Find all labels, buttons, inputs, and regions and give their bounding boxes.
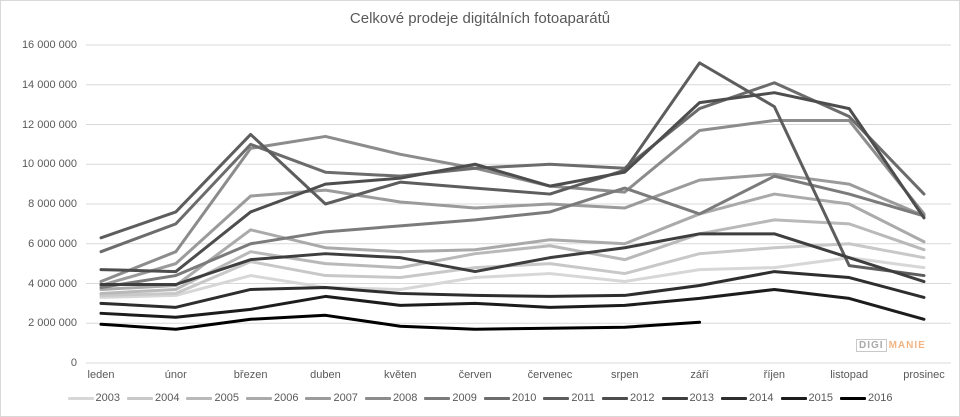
legend-marker-2004 [127,396,153,400]
legend: 2003 2004 2005 2006 2007 2008 2009 2010 2011 2012… [1,392,959,404]
legend-marker-2015 [780,396,807,400]
y-axis-label: 0 [70,357,77,369]
x-axis-label: březen [233,369,268,381]
legend-item-2010: 2010 [483,392,537,404]
series-line-2009 [99,174,926,289]
legend-label-2012: 2012 [630,392,655,404]
x-axis-label: leden [87,369,115,381]
legend-label-2007: 2007 [333,392,358,404]
legend-item-2004: 2004 [127,392,179,404]
legend-item-2013: 2013 [661,392,715,404]
legend-label-2003: 2003 [95,392,120,404]
legend-label-2010: 2010 [511,392,537,404]
x-axis-label: prosinec [903,369,945,381]
legend-marker-2009 [424,396,451,400]
watermark-logo: DIGI MANIE [856,339,926,352]
legend-item-2003: 2003 [67,392,120,404]
y-axis-label: 10 000 000 [21,158,77,171]
legend-item-2009: 2009 [424,392,477,404]
x-axis-label: červenec [527,369,573,381]
y-axis-label: 2 000 000 [28,317,77,330]
legend-item-2015: 2015 [780,392,833,404]
y-axis-label: 12 000 000 [21,118,77,131]
legend-item-2014: 2014 [721,392,774,404]
series-line-2007 [99,172,926,287]
legend-marker-2016 [839,396,866,400]
legend-marker-2008 [364,396,391,400]
x-axis-label: září [690,369,709,381]
legend-item-2016: 2016 [839,392,893,404]
series-line-2010 [99,81,926,254]
x-axis-label: listopad [830,369,869,381]
legend-label-2005: 2005 [214,392,239,404]
y-axis-label: 4 000 000 [28,277,77,290]
legend-marker-2005 [186,396,213,400]
legend-marker-2014 [721,396,748,400]
x-axis-label: duben [310,369,341,381]
watermark-digi: DIGI [856,339,887,352]
legend-item-2011: 2011 [543,392,595,404]
x-axis-label: červen [458,369,492,381]
legend-marker-2013 [661,396,688,400]
legend-label-2006: 2006 [273,392,299,404]
series-line-2016 [99,313,702,331]
series-line-2014 [99,270,926,309]
y-axis-label: 6 000 000 [28,237,77,250]
legend-item-2012: 2012 [602,392,655,404]
legend-label-2015: 2015 [808,392,833,404]
series-line-2011 [99,61,926,278]
legend-label-2009: 2009 [452,392,477,404]
y-axis-label: 14 000 000 [21,78,77,91]
series-line-2006 [99,192,926,291]
legend-label-2008: 2008 [392,392,418,404]
y-axis-label: 16 000 000 [21,39,77,51]
legend-item-2006: 2006 [245,392,299,404]
x-axis-label: květen [384,369,417,381]
series-line-2008 [99,119,926,284]
x-axis-label: říjen [763,369,786,381]
legend-marker-2006 [245,396,272,400]
series-line-2003 [99,256,926,299]
legend-item-2008: 2008 [364,392,418,404]
legend-marker-2003 [67,396,94,400]
legend-label-2004: 2004 [155,392,180,404]
x-axis-label: srpen [610,369,639,381]
legend-marker-2007 [305,396,332,400]
y-axis-label: 8 000 000 [28,198,77,210]
series-line-2012 [99,91,926,274]
chart-title: Celkové prodeje digitálních fotoaparátů [349,10,611,27]
series-line-2013 [99,232,926,286]
legend-marker-2012 [602,396,629,400]
x-axis-label: únor [164,369,187,381]
legend-marker-2010 [483,396,510,400]
legend-marker-2011 [543,396,570,400]
watermark-manie: MANIE [888,340,926,351]
series-line-2005 [99,218,926,295]
legend-label-2016: 2016 [867,392,893,404]
legend-label-2011: 2011 [571,392,596,404]
legend-item-2005: 2005 [186,392,239,404]
legend-label-2014: 2014 [749,392,774,404]
legend-label-2013: 2013 [689,392,715,404]
series-line-2015 [99,287,926,321]
legend-item-2007: 2007 [305,392,358,404]
